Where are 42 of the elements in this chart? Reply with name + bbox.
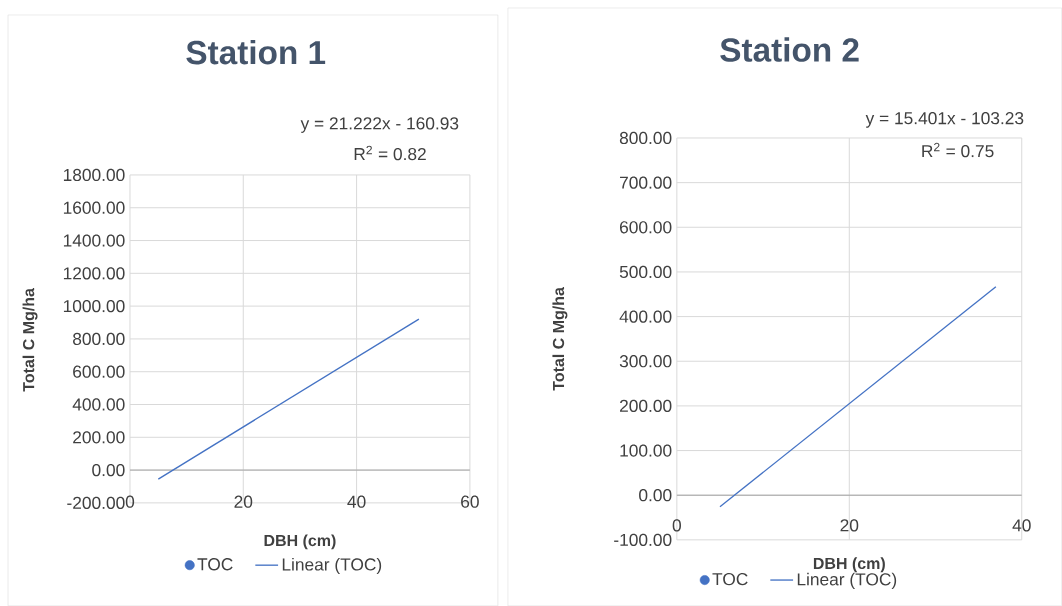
x-tick-label: 20 bbox=[840, 519, 859, 532]
legend-label: Linear (TOC) bbox=[282, 557, 382, 574]
x-tick-label: 0 bbox=[125, 495, 135, 508]
x-tick-label: 40 bbox=[347, 495, 366, 508]
y-tick-label: 1200.00 bbox=[63, 267, 125, 280]
legend-label: TOC bbox=[712, 572, 748, 586]
y-tick-label: -100.00 bbox=[614, 533, 672, 546]
y-tick-label: 700.00 bbox=[620, 176, 672, 189]
chart-title: Station 2 bbox=[720, 37, 859, 62]
x-axis-title: DBH (cm) bbox=[813, 557, 885, 573]
x-tick-label: 60 bbox=[461, 495, 479, 508]
y-tick-label: -200.00 bbox=[67, 496, 125, 509]
y-axis-title: Total C Mg/ha bbox=[552, 286, 568, 391]
text: R$^{2}$ = 0.82 bbox=[354, 145, 426, 161]
annotation: R$^{2}$ = 0.75 bbox=[922, 142, 994, 158]
y-tick-label: 300.00 bbox=[619, 355, 672, 368]
y-tick-label: 0.00 bbox=[639, 489, 672, 502]
y-tick-label: 100.00 bbox=[620, 444, 672, 457]
y-tick-label: 200.00 bbox=[73, 431, 125, 444]
chart-title: Station 1 bbox=[186, 39, 326, 65]
legend-label: TOC bbox=[197, 558, 233, 571]
y-tick-label: 0.00 bbox=[92, 463, 125, 477]
text: y = 21.222x - 160.93 bbox=[300, 117, 459, 133]
y-tick-label: 600.00 bbox=[73, 365, 125, 378]
y-tick-label: 1000.00 bbox=[63, 299, 125, 313]
y-tick-label: 1400.00 bbox=[63, 234, 125, 247]
y-tick-label: 400.00 bbox=[619, 310, 672, 323]
y-tick-label: 800.00 bbox=[73, 332, 125, 345]
y-tick-label: 400.00 bbox=[72, 398, 125, 411]
y-tick-label: 1600.00 bbox=[63, 201, 125, 214]
y-tick-label: 800.00 bbox=[619, 131, 672, 145]
text: y = 15.401x - 103.23 bbox=[865, 111, 1024, 128]
x-axis-title: DBH (cm) bbox=[264, 534, 336, 550]
x-tick-label: 20 bbox=[234, 495, 253, 508]
y-tick-label: 1800.00 bbox=[63, 168, 125, 182]
y-tick-label: 500.00 bbox=[619, 265, 672, 279]
y-tick-label: 600.00 bbox=[620, 221, 672, 234]
x-tick-label: 0 bbox=[672, 519, 681, 532]
y-axis-title: Total C Mg/ha bbox=[22, 287, 38, 392]
x-tick-label: 40 bbox=[1012, 519, 1031, 532]
y-tick-label: 200.00 bbox=[620, 399, 672, 412]
legend-label: Linear (TOC) bbox=[797, 572, 897, 589]
